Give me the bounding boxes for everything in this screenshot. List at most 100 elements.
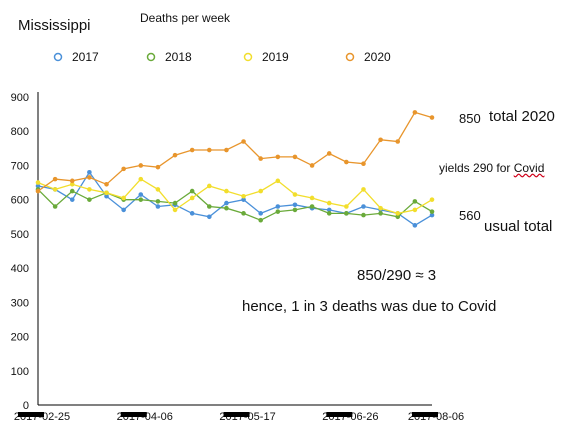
data-point bbox=[138, 197, 144, 202]
y-tick-label: 900 bbox=[11, 92, 29, 104]
data-point bbox=[258, 217, 263, 223]
data-point bbox=[121, 195, 126, 201]
y-tick-label: 300 bbox=[11, 297, 29, 309]
data-point bbox=[241, 193, 246, 199]
data-point bbox=[361, 212, 366, 218]
series-2018 bbox=[35, 187, 435, 223]
x-tick-redaction bbox=[18, 412, 44, 417]
data-point bbox=[121, 166, 126, 172]
data-point bbox=[189, 147, 195, 153]
data-point bbox=[69, 197, 75, 202]
data-point bbox=[155, 199, 161, 204]
x-tick-redaction bbox=[412, 412, 438, 417]
data-point bbox=[52, 204, 58, 209]
legend-label: 2017 bbox=[72, 50, 99, 64]
data-point bbox=[275, 154, 281, 160]
data-point bbox=[412, 110, 418, 115]
data-point bbox=[224, 188, 229, 194]
data-point bbox=[104, 190, 109, 196]
data-point bbox=[52, 187, 58, 192]
y-tick-label: 700 bbox=[11, 160, 29, 172]
series-line-2019 bbox=[37, 178, 433, 215]
data-point bbox=[241, 211, 246, 216]
data-point bbox=[258, 188, 263, 194]
data-point bbox=[189, 188, 195, 194]
data-point bbox=[326, 211, 332, 216]
series-2017 bbox=[35, 169, 435, 228]
data-point bbox=[224, 205, 229, 211]
data-point bbox=[172, 200, 178, 206]
y-tick-label: 500 bbox=[11, 229, 29, 241]
data-point bbox=[52, 176, 58, 182]
series-2020 bbox=[35, 110, 435, 194]
data-point bbox=[395, 214, 401, 220]
legend-marker bbox=[345, 52, 355, 62]
legend-marker bbox=[243, 52, 253, 62]
y-tick-label: 200 bbox=[11, 332, 29, 344]
data-point bbox=[224, 200, 229, 206]
data-point bbox=[207, 204, 212, 209]
data-point bbox=[87, 169, 92, 175]
data-point bbox=[104, 193, 109, 199]
x-tick-redaction bbox=[223, 412, 250, 417]
data-point bbox=[138, 176, 144, 182]
series-line-2020 bbox=[37, 111, 433, 192]
data-point bbox=[275, 204, 281, 209]
data-point bbox=[395, 139, 401, 144]
usual-label: usual total bbox=[484, 218, 553, 235]
data-point bbox=[69, 181, 75, 187]
data-point bbox=[87, 175, 92, 180]
data-point bbox=[138, 163, 144, 168]
data-point bbox=[378, 211, 383, 216]
data-point bbox=[172, 207, 178, 213]
data-point bbox=[155, 187, 161, 192]
data-point bbox=[87, 197, 92, 202]
data-point bbox=[87, 187, 92, 192]
yields-annotation: yields 290 for Covid bbox=[439, 161, 544, 175]
data-point bbox=[241, 197, 246, 202]
data-point bbox=[326, 200, 332, 206]
legend-label: 2020 bbox=[364, 50, 391, 64]
y-tick-label: 0 bbox=[23, 400, 29, 412]
data-point bbox=[275, 209, 281, 214]
data-point bbox=[361, 161, 366, 167]
data-point bbox=[412, 199, 418, 204]
data-point bbox=[121, 207, 126, 213]
series-lines bbox=[35, 110, 435, 228]
data-point bbox=[378, 137, 383, 143]
data-point bbox=[189, 211, 195, 216]
usual-value: 560 bbox=[459, 208, 481, 223]
ratio-annotation: 850/290 ≈ 3 bbox=[357, 267, 437, 284]
data-point bbox=[35, 183, 41, 189]
data-point bbox=[361, 204, 366, 209]
data-point bbox=[35, 180, 41, 185]
data-point bbox=[155, 164, 161, 170]
covid-word: Covid bbox=[513, 161, 545, 175]
y-tick-label: 400 bbox=[11, 263, 29, 275]
data-point bbox=[241, 139, 246, 144]
data-point bbox=[309, 195, 315, 201]
data-point bbox=[69, 178, 75, 184]
series-2019 bbox=[35, 176, 435, 216]
data-point bbox=[361, 187, 366, 192]
legend-marker bbox=[146, 52, 156, 62]
legend-marker bbox=[53, 52, 63, 62]
y-tick-label: 100 bbox=[11, 366, 29, 378]
yields-text: yields 290 for bbox=[439, 161, 514, 175]
chart-title: Mississippi bbox=[18, 17, 91, 34]
data-point bbox=[224, 147, 229, 153]
data-point bbox=[412, 207, 418, 213]
data-point bbox=[344, 159, 349, 165]
data-point bbox=[104, 181, 109, 187]
data-point bbox=[292, 154, 298, 160]
data-point bbox=[378, 205, 383, 211]
data-point bbox=[309, 204, 315, 209]
data-point bbox=[429, 115, 435, 120]
data-point bbox=[207, 214, 212, 220]
legend: 2017 2018 2019 2020 bbox=[53, 50, 391, 64]
data-point bbox=[344, 204, 349, 209]
data-point bbox=[309, 163, 315, 168]
data-point bbox=[292, 207, 298, 213]
data-point bbox=[326, 207, 332, 213]
